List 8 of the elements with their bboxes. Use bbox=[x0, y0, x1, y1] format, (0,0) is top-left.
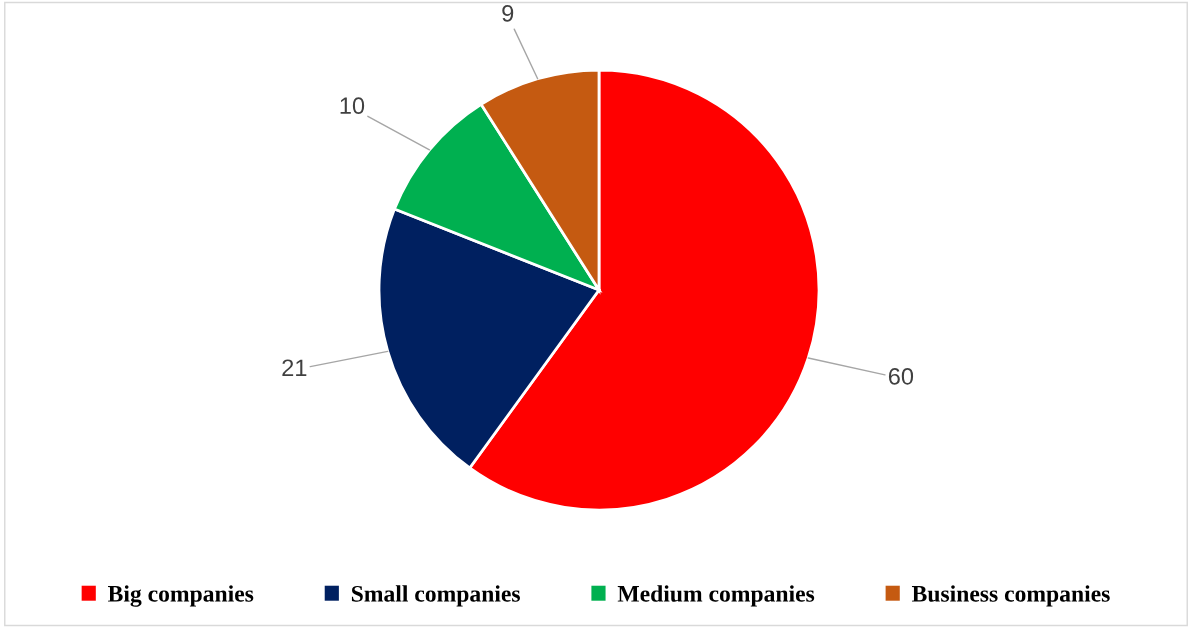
legend-label: Medium companies bbox=[617, 585, 815, 607]
data-label: 21 bbox=[282, 359, 307, 376]
legend-label: Business companies bbox=[911, 585, 1110, 607]
data-label: 60 bbox=[888, 368, 914, 385]
data-label: 9 bbox=[502, 4, 514, 22]
legend-label: Big companies bbox=[108, 585, 254, 607]
data-label: 10 bbox=[340, 97, 365, 115]
legend-label: Small companies bbox=[351, 585, 520, 607]
